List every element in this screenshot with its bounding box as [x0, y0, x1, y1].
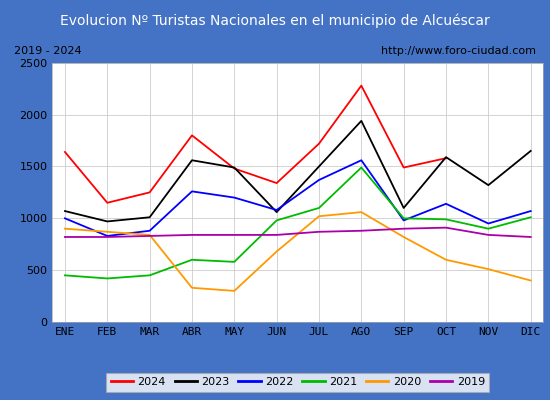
Text: http://www.foro-ciudad.com: http://www.foro-ciudad.com — [381, 46, 536, 56]
Legend: 2024, 2023, 2022, 2021, 2020, 2019: 2024, 2023, 2022, 2021, 2020, 2019 — [106, 373, 490, 392]
Text: 2019 - 2024: 2019 - 2024 — [14, 46, 82, 56]
Text: Evolucion Nº Turistas Nacionales en el municipio de Alcuéscar: Evolucion Nº Turistas Nacionales en el m… — [60, 14, 490, 28]
